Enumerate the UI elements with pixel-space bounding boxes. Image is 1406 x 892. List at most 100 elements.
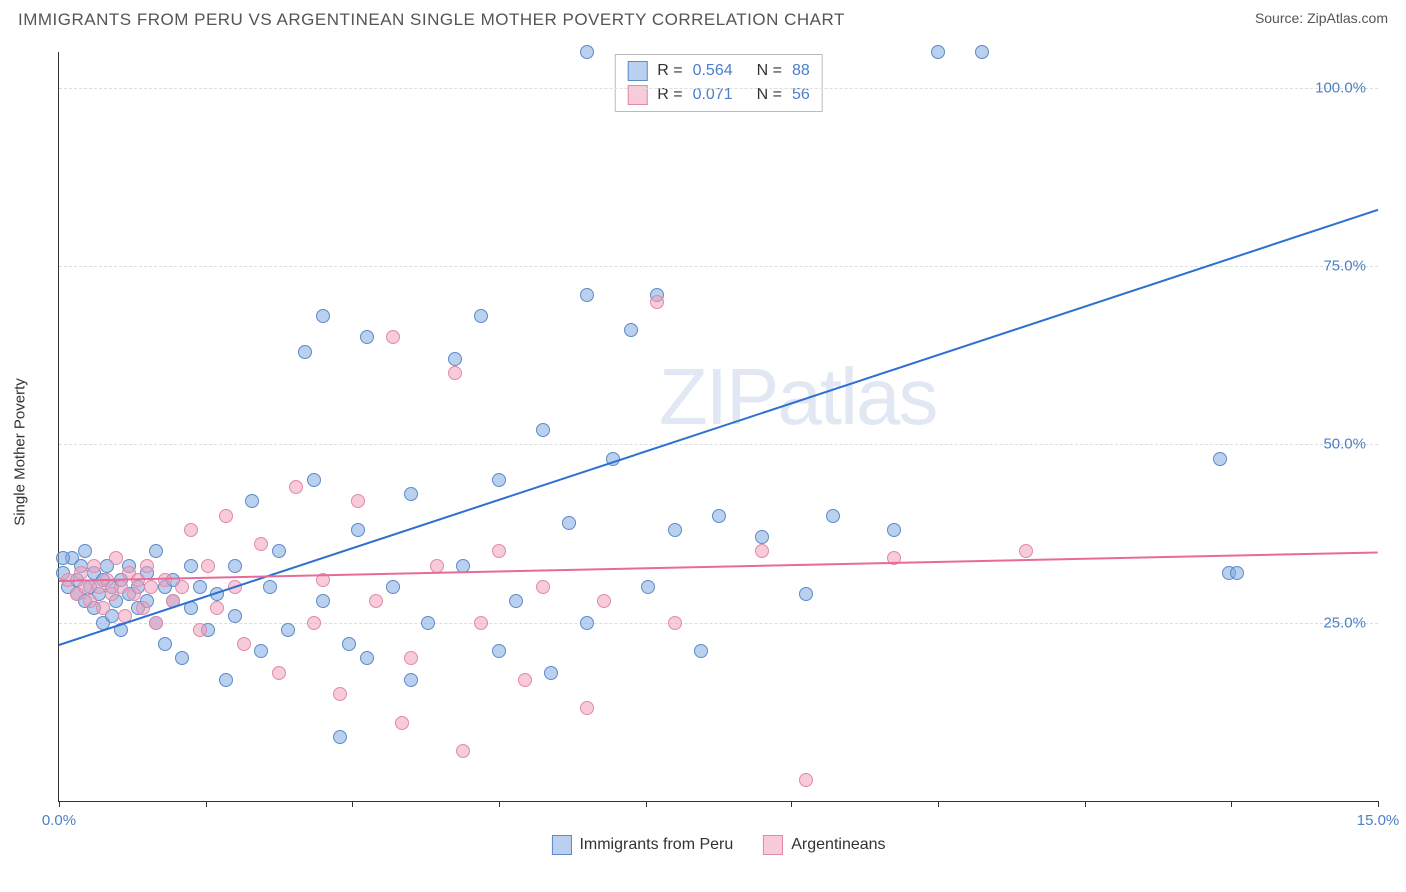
data-point (755, 544, 769, 558)
data-point (149, 616, 163, 630)
y-tick-label: 100.0% (1315, 79, 1366, 96)
series-swatch (627, 61, 647, 81)
data-point (127, 587, 141, 601)
x-tick (206, 801, 207, 807)
data-point (887, 523, 901, 537)
data-point (351, 523, 365, 537)
data-point (74, 566, 88, 580)
data-point (263, 580, 277, 594)
data-point (175, 651, 189, 665)
data-point (109, 551, 123, 565)
data-point (351, 494, 365, 508)
bottom-legend: Immigrants from Peru Argentineans (551, 835, 885, 855)
data-point (755, 530, 769, 544)
data-point (96, 601, 110, 615)
chart-source: Source: ZipAtlas.com (1255, 10, 1388, 26)
data-point (448, 366, 462, 380)
legend-swatch (763, 835, 783, 855)
data-point (136, 601, 150, 615)
legend-label: Argentineans (791, 836, 885, 854)
data-point (430, 559, 444, 573)
stats-r-value: 0.071 (693, 86, 733, 104)
data-point (580, 701, 594, 715)
data-point (175, 580, 189, 594)
data-point (650, 295, 664, 309)
data-point (386, 330, 400, 344)
stats-r-value: 0.564 (693, 62, 733, 80)
data-point (597, 594, 611, 608)
data-point (641, 580, 655, 594)
data-point (624, 323, 638, 337)
stats-n-label: N = (757, 86, 782, 104)
data-point (158, 637, 172, 651)
stats-n-value: 88 (792, 62, 810, 80)
data-point (826, 509, 840, 523)
stats-r-label: R = (657, 86, 682, 104)
data-point (1019, 544, 1033, 558)
data-point (536, 580, 550, 594)
watermark: ZIPatlas (659, 351, 936, 443)
data-point (201, 559, 215, 573)
data-point (228, 559, 242, 573)
data-point (272, 666, 286, 680)
data-point (369, 594, 383, 608)
data-point (307, 616, 321, 630)
chart-header: IMMIGRANTS FROM PERU VS ARGENTINEAN SING… (0, 0, 1406, 36)
data-point (1213, 452, 1227, 466)
data-point (1230, 566, 1244, 580)
data-point (544, 666, 558, 680)
x-tick (59, 801, 60, 807)
data-point (492, 473, 506, 487)
data-point (254, 644, 268, 658)
plot-area: ZIPatlas R =0.564N =88R =0.071N =56 Immi… (58, 52, 1378, 802)
y-tick-label: 25.0% (1323, 614, 1366, 631)
data-point (474, 309, 488, 323)
data-point (492, 544, 506, 558)
data-point (245, 494, 259, 508)
data-point (509, 594, 523, 608)
stats-n-label: N = (757, 62, 782, 80)
data-point (237, 637, 251, 651)
legend-item: Argentineans (763, 835, 885, 855)
data-point (404, 651, 418, 665)
x-tick (1085, 801, 1086, 807)
stats-row: R = 0.071 N = 56 (627, 83, 810, 107)
data-point (193, 623, 207, 637)
data-point (219, 509, 233, 523)
x-tick-label: 0.0% (42, 812, 76, 829)
data-point (272, 544, 286, 558)
legend-label: Immigrants from Peru (579, 836, 733, 854)
data-point (799, 587, 813, 601)
data-point (184, 559, 198, 573)
data-point (140, 559, 154, 573)
data-point (421, 616, 435, 630)
x-tick (1231, 801, 1232, 807)
data-point (404, 673, 418, 687)
y-tick-label: 75.0% (1323, 258, 1366, 275)
stats-r-label: R = (657, 62, 682, 80)
data-point (87, 559, 101, 573)
grid-line (59, 444, 1378, 445)
data-point (580, 616, 594, 630)
legend-item: Immigrants from Peru (551, 835, 733, 855)
data-point (289, 480, 303, 494)
x-tick (1378, 801, 1379, 807)
data-point (316, 594, 330, 608)
data-point (694, 644, 708, 658)
data-point (149, 544, 163, 558)
data-point (210, 601, 224, 615)
data-point (456, 744, 470, 758)
stats-n-value: 56 (792, 86, 810, 104)
data-point (360, 330, 374, 344)
data-point (712, 509, 726, 523)
data-point (114, 580, 128, 594)
data-point (78, 580, 92, 594)
data-point (799, 773, 813, 787)
data-point (668, 616, 682, 630)
trend-line (59, 209, 1379, 646)
x-tick (646, 801, 647, 807)
grid-line (59, 88, 1378, 89)
data-point (184, 523, 198, 537)
data-point (281, 623, 295, 637)
data-point (975, 45, 989, 59)
